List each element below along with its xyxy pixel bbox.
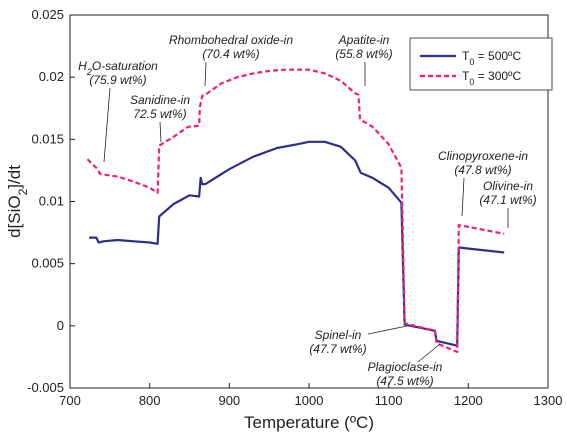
x-tick-label: 1000 [295, 393, 324, 408]
y-tick-label: 0.01 [39, 194, 64, 209]
annotation-clinopyroxene-in-line2: (47.8 wt%) [454, 163, 511, 177]
annotation-plagioclase-in: Plagioclase-in (47.5 wt%) [368, 343, 443, 388]
legend-label-300: T0 = 300ºC [462, 69, 521, 87]
x-tick-label: 800 [139, 393, 161, 408]
legend: T0 = 500ºC T0 = 300ºC [409, 37, 553, 91]
annotation-olivine-in: Olivine-in (47.1 wt%) [479, 179, 537, 228]
y-tick-label: 0.005 [31, 256, 64, 271]
y-axis-title: d[SiO2]/dt [5, 165, 30, 238]
annotation-h2o-saturation: H2O-saturation (75.9 wt%) [78, 59, 158, 163]
annotation-sanidine-in: Sanidine-in 72.5 wt%) [130, 93, 190, 143]
annotation-clinopyroxene-in-line1: Clinopyroxene-in [438, 149, 528, 163]
annotation-apatite-in: Apatite-in (55.8 wt%) [335, 33, 393, 86]
x-axis-title: Temperature (ºC) [244, 413, 374, 432]
leader-line [159, 121, 162, 143]
y-tick-label: 0.02 [39, 69, 64, 84]
y-tick-label: -0.005 [27, 380, 64, 395]
annotation-h2o-saturation-line1: H2O-saturation [78, 59, 158, 77]
annotation-sanidine-in-line2: 72.5 wt%) [133, 107, 186, 121]
annotation-clinopyroxene-in: Clinopyroxene-in (47.8 wt%) [438, 149, 528, 217]
x-tick-label: 900 [218, 393, 240, 408]
x-tick-label: 1200 [454, 393, 483, 408]
annotation-rhombohedral-oxide-in-line2: (70.4 wt%) [202, 47, 259, 61]
annotation-spinel-in-line1: Spinel-in [315, 328, 362, 342]
leader-line [417, 343, 441, 363]
annotation-apatite-in-line1: Apatite-in [338, 33, 390, 47]
annotation-rhombohedral-oxide-in: Rhombohedral oxide-in (70.4 wt%) [169, 33, 293, 87]
x-tick-label: 1300 [534, 393, 563, 408]
annotation-sanidine-in-line1: Sanidine-in [130, 93, 190, 107]
annotation-plagioclase-in-line1: Plagioclase-in [368, 360, 443, 374]
annotation-apatite-in-line2: (55.8 wt%) [335, 47, 392, 61]
axes: 700 800 900 1000 1100 1200 1300 -0.005 0 0.005 0.0… [5, 7, 562, 432]
leader-line [461, 177, 465, 217]
annotation-h2o-saturation-line2: (75.9 wt%) [89, 73, 146, 87]
x-tick-label: 1100 [375, 393, 403, 408]
annotation-plagioclase-in-line2: (47.5 wt%) [376, 374, 433, 388]
y-tick-label: 0 [57, 318, 64, 333]
annotation-olivine-in-line2: (47.1 wt%) [479, 193, 536, 207]
annotation-spinel-in-line2: (47.7 wt%) [309, 342, 366, 356]
y-tick-label: 0.025 [31, 7, 64, 22]
leader-line [367, 325, 408, 335]
legend-label-500: T0 = 500ºC [462, 49, 521, 67]
series-layer [86, 68, 505, 353]
annotation-olivine-in-line1: Olivine-in [483, 179, 533, 193]
legend-box [409, 37, 553, 91]
leader-line [204, 61, 207, 87]
x-tick-label: 700 [59, 393, 81, 408]
annotation-rhombohedral-oxide-in-line1: Rhombohedral oxide-in [169, 33, 293, 47]
y-tick-label: 0.015 [31, 131, 64, 146]
leader-line [103, 87, 111, 163]
series-line-t0-500 [89, 140, 505, 347]
annotations: H2O-saturation (75.9 wt%) Rhombohedral o… [78, 33, 537, 388]
annotation-spinel-in: Spinel-in (47.7 wt%) [309, 325, 408, 356]
series-line-t0-300 [86, 68, 505, 353]
